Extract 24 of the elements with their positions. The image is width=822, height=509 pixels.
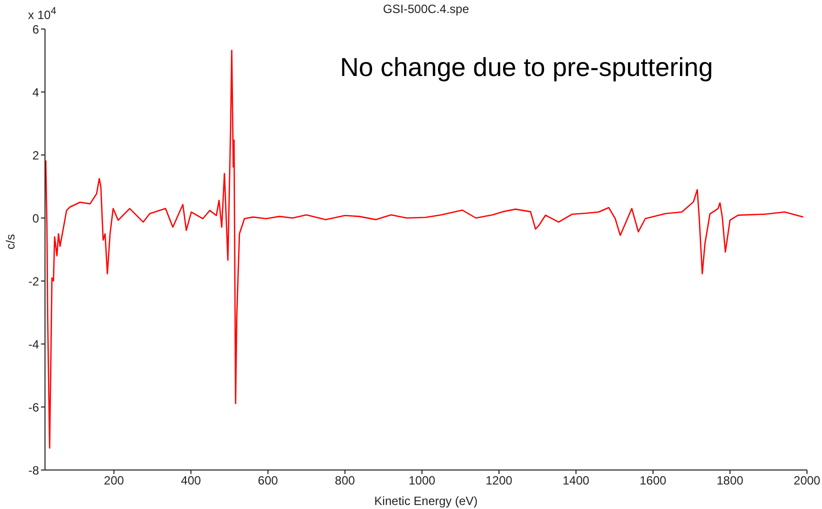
chart-title: GSI-500C.4.spe xyxy=(382,2,470,16)
y-tick-label: 2 xyxy=(32,148,40,162)
x-tick-label: 1400 xyxy=(562,474,590,488)
x-tick-label: 1000 xyxy=(408,474,436,488)
text: x 10$^{4}$ xyxy=(28,6,56,22)
x-tick-label: 1800 xyxy=(716,474,744,488)
y-tick-label: -6 xyxy=(28,400,40,414)
x-tick-label: 2000 xyxy=(794,474,821,488)
y-tick-label: -8 xyxy=(28,463,40,478)
y-tick-label: -2 xyxy=(28,274,40,288)
y-axis-title: c/s xyxy=(3,234,18,250)
x-tick-label: 800 xyxy=(334,474,356,488)
y-tick-label: 6 xyxy=(32,22,40,36)
y-tick-label: 0 xyxy=(32,211,40,226)
y-tick-label: -4 xyxy=(28,337,40,352)
x-tick-label: 400 xyxy=(180,474,202,488)
x-tick-label: 600 xyxy=(258,474,278,488)
y-tick-label: 4 xyxy=(32,85,40,100)
x-tick-label: 1200 xyxy=(486,474,513,488)
x-axis-title: Kinetic Energy (eV) xyxy=(374,494,478,508)
x-tick-label: 1600 xyxy=(640,474,667,488)
line-series xyxy=(45,50,804,449)
x-tick-label: 200 xyxy=(104,474,124,488)
annotation: No change due to pre-sputtering xyxy=(340,52,713,83)
